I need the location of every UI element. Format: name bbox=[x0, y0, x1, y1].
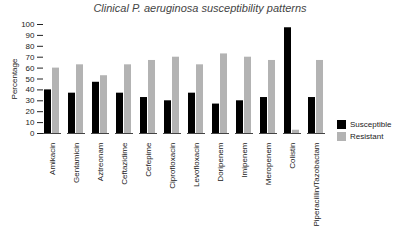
html-text:Resistant: Resistant bbox=[350, 132, 384, 141]
svg-text:Amikacin: Amikacin bbox=[48, 143, 57, 175]
svg-text:100: 100 bbox=[21, 20, 35, 29]
svg-text:Gentamicin: Gentamicin bbox=[72, 143, 81, 183]
svg-text:10: 10 bbox=[26, 118, 35, 127]
svg-text:90: 90 bbox=[26, 31, 35, 40]
html-text:Susceptible: Susceptible bbox=[350, 120, 392, 129]
svg-text:0: 0 bbox=[30, 129, 35, 138]
svg-text:30: 30 bbox=[26, 96, 35, 105]
svg-text:Doripenem: Doripenem bbox=[216, 142, 225, 181]
svg-text:Cefepime: Cefepime bbox=[144, 142, 153, 177]
svg-text:50: 50 bbox=[26, 75, 35, 84]
svg-text:40: 40 bbox=[26, 85, 35, 94]
svg-text:Colistin: Colistin bbox=[288, 143, 297, 169]
svg-text:70: 70 bbox=[26, 53, 35, 62]
svg-text:20: 20 bbox=[26, 107, 35, 116]
svg-text:Imipenem: Imipenem bbox=[240, 142, 249, 177]
svg-text:Percentage: Percentage bbox=[10, 58, 19, 99]
svg-text:Aztreonam: Aztreonam bbox=[96, 142, 105, 181]
html-text:Clinical P. aeruginosa suscept: Clinical P. aeruginosa susceptibility pa… bbox=[93, 2, 307, 14]
svg-text:Piperacillin/Tazobactam: Piperacillin/Tazobactam bbox=[312, 142, 321, 226]
svg-text:Meropenem: Meropenem bbox=[264, 142, 273, 185]
svg-text:Ceftazidime: Ceftazidime bbox=[120, 142, 129, 185]
svg-text:Ciprofloxacin: Ciprofloxacin bbox=[168, 143, 177, 189]
svg-text:80: 80 bbox=[26, 42, 35, 51]
svg-text:Levofloxacin: Levofloxacin bbox=[192, 143, 201, 187]
svg-text:60: 60 bbox=[26, 64, 35, 73]
